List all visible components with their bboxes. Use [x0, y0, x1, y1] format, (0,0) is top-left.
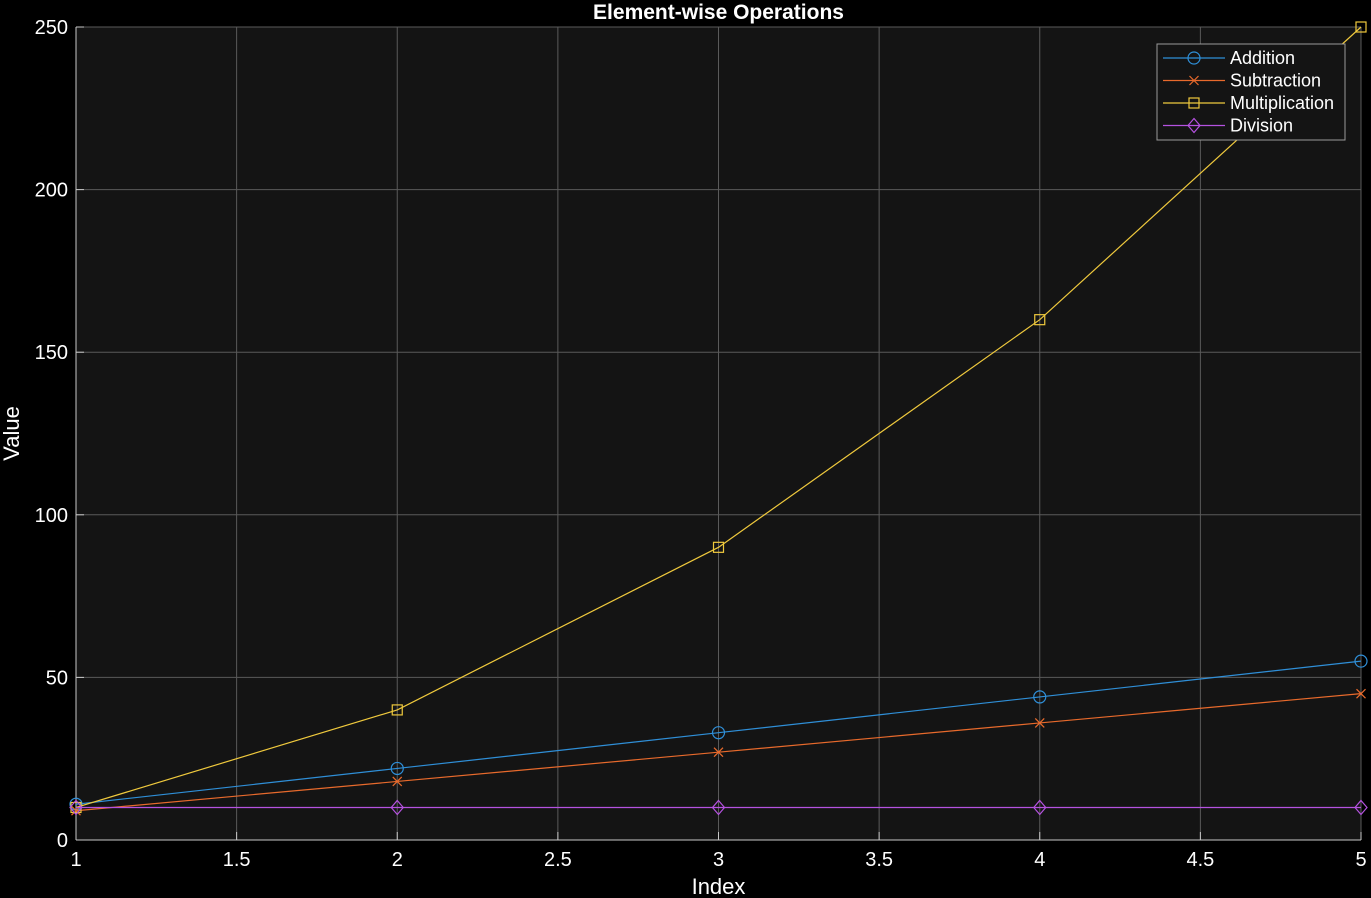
legend-marker-addition — [1187, 51, 1201, 65]
legend-label-addition: Addition — [1230, 48, 1295, 68]
x-tick-label: 2 — [392, 849, 403, 871]
legend-label-division: Division — [1230, 116, 1293, 136]
x-tick-label: 1.5 — [223, 849, 251, 871]
chart-title: Element-wise Operations — [593, 1, 844, 24]
legend-marker-subtraction-stroke — [1189, 75, 1199, 86]
data-point-multiplication — [712, 541, 725, 553]
y-tick-label: 100 — [35, 505, 68, 527]
x-tick-label: 5 — [1355, 849, 1366, 871]
y-tick-label: 50 — [46, 667, 68, 689]
data-point-subtraction — [1356, 688, 1366, 699]
x-tick-label: 2.5 — [544, 849, 572, 871]
data-point-division — [1032, 799, 1047, 816]
data-point-subtraction-stroke — [1034, 718, 1045, 728]
data-point-subtraction-stroke — [392, 776, 403, 787]
y-tick-label: 200 — [35, 180, 68, 202]
legend-label-multiplication: Multiplication — [1230, 93, 1334, 113]
legend-marker-division — [1187, 117, 1201, 134]
data-point-subtraction-stroke — [713, 747, 724, 758]
legend-item-multiplication: Multiplication — [1163, 93, 1334, 113]
data-point-addition — [1354, 654, 1368, 668]
legend-marker-multiplication — [1188, 97, 1200, 109]
series-line-multiplication — [75, 26, 1362, 809]
legend-item-division: Division — [1163, 116, 1293, 136]
series-line-addition — [75, 660, 1362, 805]
data-point-subtraction — [713, 747, 724, 758]
data-point-subtraction — [392, 776, 403, 787]
data-point-division — [390, 799, 405, 816]
x-tick-label: 4.5 — [1186, 849, 1214, 871]
x-tick-label: 3 — [713, 849, 724, 871]
legend-marker-subtraction — [1189, 75, 1199, 86]
series-addition — [69, 654, 1368, 811]
legend-label-subtraction: Subtraction — [1230, 71, 1321, 91]
data-point-multiplication — [391, 704, 403, 716]
x-tick-label: 1 — [70, 849, 81, 871]
data-point-division — [711, 799, 726, 816]
data-point-subtraction — [1034, 718, 1045, 728]
data-point-division — [1354, 799, 1368, 816]
data-point-addition — [1033, 690, 1047, 704]
series-layer — [69, 21, 1368, 816]
data-point-addition — [390, 761, 404, 776]
series-multiplication — [70, 21, 1367, 814]
y-tick-label: 250 — [35, 17, 68, 39]
series-division — [69, 799, 1368, 816]
x-axis-label: Index — [692, 874, 746, 898]
y-tick-label: 0 — [57, 830, 68, 852]
axes — [75, 26, 1362, 841]
x-tick-label: 4 — [1034, 849, 1045, 871]
legend-item-subtraction: Subtraction — [1163, 71, 1321, 91]
legend-item-addition: Addition — [1163, 48, 1295, 68]
y-tick-label: 150 — [35, 342, 68, 364]
data-point-addition — [711, 726, 726, 740]
data-point-multiplication — [1355, 21, 1367, 33]
x-tick-label: 3.5 — [865, 849, 893, 871]
series-subtraction — [71, 688, 1366, 816]
data-point-subtraction-stroke — [1356, 688, 1366, 699]
data-point-multiplication — [1034, 314, 1046, 326]
y-axis-label: Value — [0, 406, 24, 461]
data-point-division — [69, 799, 83, 816]
